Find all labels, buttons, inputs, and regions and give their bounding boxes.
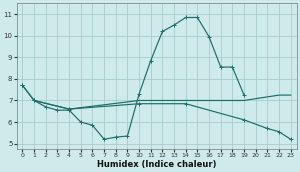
X-axis label: Humidex (Indice chaleur): Humidex (Indice chaleur) [97, 159, 216, 169]
